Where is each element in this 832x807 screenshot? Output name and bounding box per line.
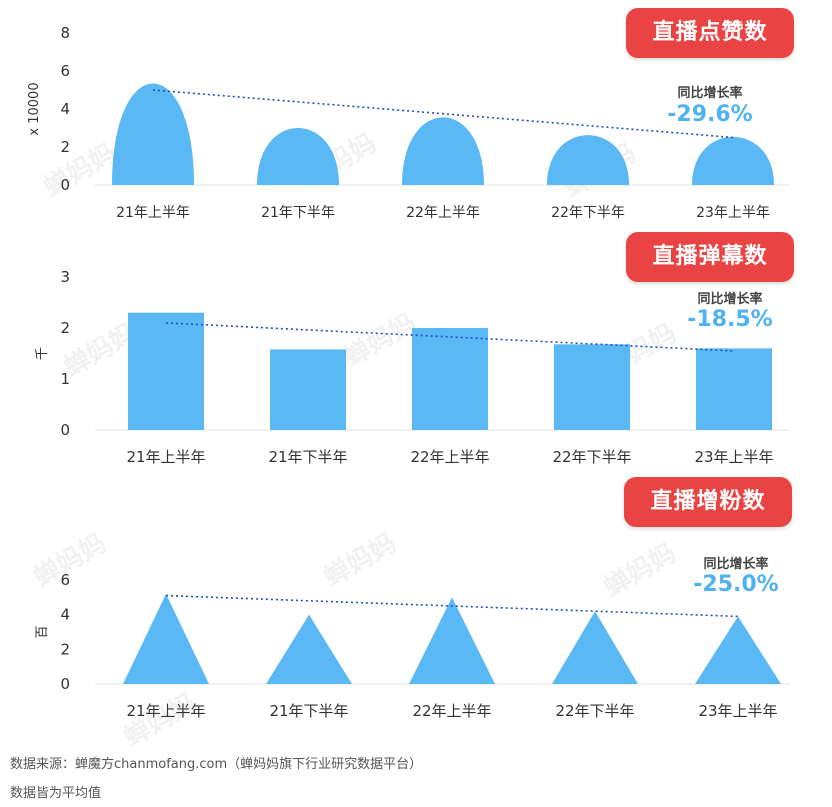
x-category-label: 21年上半年	[126, 448, 205, 466]
y-axis-label: 千	[35, 347, 50, 360]
bar-mark	[112, 83, 194, 185]
triangle-mark	[123, 593, 209, 684]
y-axis-label: x 10000	[27, 82, 42, 135]
y-tick-label: 2	[60, 138, 70, 156]
y-tick-label: 6	[60, 62, 70, 80]
triangle-mark	[266, 614, 352, 684]
bar-mark	[128, 312, 204, 430]
x-category-label: 23年上半年	[694, 448, 773, 466]
trend-line	[152, 89, 734, 139]
x-category-label: 22年下半年	[551, 205, 625, 221]
likes-growth-value: -29.6%	[667, 102, 753, 127]
bar-mark	[257, 128, 339, 185]
x-category-label: 23年上半年	[698, 702, 777, 720]
x-category-label: 22年上半年	[406, 205, 480, 221]
x-category-label: 22年上半年	[412, 702, 491, 720]
y-tick-label: 3	[60, 268, 70, 286]
triangle-mark	[552, 611, 638, 684]
average-note: 数据皆为平均值	[10, 786, 102, 801]
followers-growth-label: 同比增长率	[703, 557, 769, 572]
likes-chart-title: 直播点赞数	[626, 8, 794, 58]
likes-growth-label: 同比增长率	[677, 86, 743, 101]
x-category-label: 21年上半年	[126, 702, 205, 720]
y-tick-label: 0	[60, 176, 70, 194]
y-tick-label: 0	[60, 675, 70, 693]
danmaku-chart-title: 直播弹幕数	[626, 232, 794, 282]
y-tick-label: 0	[60, 421, 70, 439]
x-category-label: 22年下半年	[555, 702, 634, 720]
bar-mark	[554, 344, 630, 430]
danmaku-chart: 0 1 2 3 千 21年上半年 21年下半年 22年上半年 22年下半年 23年上半年	[35, 268, 790, 466]
bar-mark	[692, 136, 774, 185]
x-category-label: 22年下半年	[552, 448, 631, 466]
bar-mark	[412, 328, 488, 430]
y-tick-label: 2	[60, 319, 70, 337]
followers-chart: 0 2 4 6 百 21年上半年 21年下半年 22年上半年 22年下半年 23年上半年	[35, 571, 790, 720]
bar-mark	[547, 135, 629, 185]
y-tick-label: 1	[60, 370, 70, 388]
x-category-label: 21年上半年	[116, 205, 190, 221]
x-category-label: 21年下半年	[268, 448, 347, 466]
x-category-label: 21年下半年	[269, 702, 348, 720]
data-source-note: 数据来源：蝉魔方chanmofang.com（蝉妈妈旗下行业研究数据平台）	[10, 757, 423, 772]
likes-chart: 0 2 4 6 8 x 10000 21年上半年 21年下半年 22年上半年 22年下半年 23年上…	[27, 24, 790, 221]
danmaku-growth-label: 同比增长率	[697, 292, 763, 307]
y-tick-label: 2	[60, 640, 70, 658]
followers-chart-title: 直播增粉数	[624, 477, 792, 527]
bar-mark	[402, 117, 484, 185]
y-tick-label: 8	[60, 24, 70, 42]
x-category-label: 21年下半年	[261, 205, 335, 221]
triangle-mark	[695, 616, 781, 684]
followers-growth-value: -25.0%	[693, 572, 779, 597]
y-tick-label: 6	[60, 571, 70, 589]
bar-mark	[696, 348, 772, 430]
triangle-mark	[409, 597, 495, 684]
x-category-label: 22年上半年	[410, 448, 489, 466]
y-tick-label: 4	[60, 606, 70, 624]
y-axis-label: 百	[35, 625, 50, 638]
x-category-label: 23年上半年	[696, 205, 770, 221]
danmaku-growth-value: -18.5%	[687, 307, 773, 332]
y-tick-label: 4	[60, 100, 70, 118]
bar-mark	[270, 349, 346, 430]
trend-line	[165, 594, 739, 618]
